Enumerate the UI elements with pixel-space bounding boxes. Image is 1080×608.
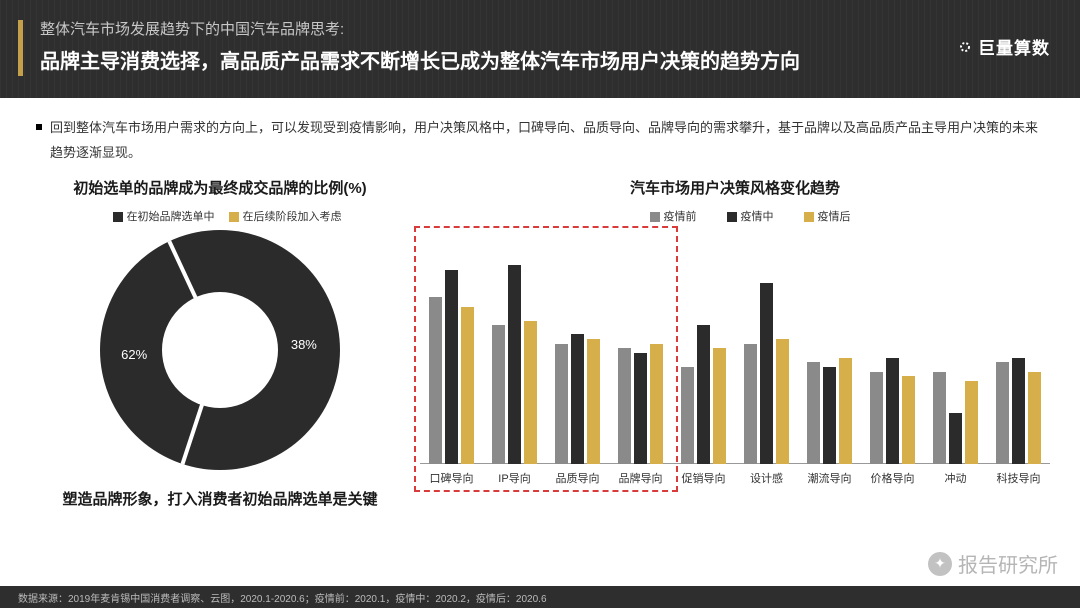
legend-swatch: [229, 212, 239, 222]
logo-text: 巨量算数: [978, 39, 1050, 58]
logo-icon: [956, 38, 974, 61]
bar: [965, 381, 978, 465]
bar-xlabel: 冲动: [924, 470, 987, 486]
bar: [461, 307, 474, 465]
bar-xlabel: 科技导向: [987, 470, 1050, 486]
bar-xlabel: 口碑导向: [420, 470, 483, 486]
bar: [587, 339, 600, 464]
bar: [681, 367, 694, 464]
bar-group: 口碑导向: [420, 232, 483, 464]
bar-xlabel: 品质导向: [546, 470, 609, 486]
bar-group: 设计感: [735, 232, 798, 464]
bar-group: 价格导向: [861, 232, 924, 464]
bar: [650, 344, 663, 465]
bar-group: 科技导向: [987, 232, 1050, 464]
header-title: 品牌主导消费选择，高品质产品需求不断增长已成为整体汽车市场用户决策的趋势方向: [40, 45, 1050, 74]
bar: [886, 358, 899, 465]
bar-group: 冲动: [924, 232, 987, 464]
bar-xlabel: 潮流导向: [798, 470, 861, 486]
watermark-text: 报告研究所: [958, 549, 1058, 578]
charts-row: 初始选单的品牌成为最终成交品牌的比例(%) 在初始品牌选单中在后续阶段加入考虑 …: [0, 165, 1080, 509]
bar: [445, 270, 458, 465]
wechat-icon: ✦: [928, 552, 952, 576]
bar: [713, 348, 726, 464]
legend-label: 疫情前: [664, 211, 697, 223]
legend-label: 疫情中: [741, 211, 774, 223]
bar: [902, 376, 915, 464]
donut-column: 初始选单的品牌成为最终成交品牌的比例(%) 在初始品牌选单中在后续阶段加入考虑 …: [30, 177, 410, 509]
bar: [870, 372, 883, 465]
header: 整体汽车市场发展趋势下的中国汽车品牌思考: 品牌主导消费选择，高品质产品需求不断…: [0, 0, 1080, 98]
legend-swatch: [650, 212, 660, 222]
footer-source: 数据来源：2019年麦肯锡中国消费者调察、云图，2020.1-2020.6；疫情…: [0, 586, 1080, 608]
intro-paragraph: 回到整体汽车市场用户需求的方向上，可以发现受到疫情影响，用户决策风格中，口碑导向…: [0, 98, 1080, 165]
bar: [807, 362, 820, 464]
bars-column: 汽车市场用户决策风格变化趋势 疫情前 疫情中 疫情后 口碑导向IP导向品质导向品牌导…: [420, 177, 1050, 509]
bar: [492, 325, 505, 464]
donut-title: 初始选单的品牌成为最终成交品牌的比例(%): [30, 177, 410, 198]
bar: [933, 372, 946, 465]
bar: [508, 265, 521, 465]
legend-label: 在初始品牌选单中: [127, 211, 215, 223]
legend-label: 疫情后: [818, 211, 851, 223]
legend-label: 在后续阶段加入考虑: [243, 211, 342, 223]
header-subtitle: 整体汽车市场发展趋势下的中国汽车品牌思考:: [40, 18, 1050, 39]
donut-chart: 62% 38%: [100, 230, 340, 470]
bars-title: 汽车市场用户决策风格变化趋势: [420, 177, 1050, 198]
bar: [618, 348, 631, 464]
bar-xlabel: 促销导向: [672, 470, 735, 486]
donut-slice-label: 62%: [121, 347, 147, 362]
bar: [1028, 372, 1041, 465]
bar: [823, 367, 836, 464]
bar-group: IP导向: [483, 232, 546, 464]
bar: [571, 334, 584, 464]
bar: [697, 325, 710, 464]
bar: [1012, 358, 1025, 465]
watermark: ✦ 报告研究所: [928, 549, 1058, 578]
donut-slice-label: 38%: [291, 337, 317, 352]
bar: [996, 362, 1009, 464]
bar-group: 促销导向: [672, 232, 735, 464]
donut-caption: 塑造品牌形象，打入消费者初始品牌选单是关键: [30, 488, 410, 509]
bar-xlabel: 品牌导向: [609, 470, 672, 486]
bar-group: 品牌导向: [609, 232, 672, 464]
legend-swatch: [804, 212, 814, 222]
bars-legend: 疫情前 疫情中 疫情后: [420, 208, 1050, 224]
bar-xlabel: IP导向: [483, 470, 546, 486]
bars-chart: 口碑导向IP导向品质导向品牌导向促销导向设计感潮流导向价格导向冲动科技导向: [420, 232, 1050, 492]
bar: [776, 339, 789, 464]
legend-swatch: [727, 212, 737, 222]
bar: [839, 358, 852, 465]
bar: [760, 283, 773, 464]
bar: [949, 413, 962, 464]
bar: [524, 321, 537, 465]
bar-xlabel: 价格导向: [861, 470, 924, 486]
bar-group: 品质导向: [546, 232, 609, 464]
bar-xlabel: 设计感: [735, 470, 798, 486]
brand-logo: 巨量算数: [956, 34, 1050, 61]
bar: [429, 297, 442, 464]
donut-legend: 在初始品牌选单中 在后续阶段加入考虑: [30, 208, 410, 224]
legend-swatch: [113, 212, 123, 222]
header-accent-bar: [18, 20, 23, 76]
bar-group: 潮流导向: [798, 232, 861, 464]
bar: [744, 344, 757, 465]
bar: [634, 353, 647, 464]
bar: [555, 344, 568, 465]
